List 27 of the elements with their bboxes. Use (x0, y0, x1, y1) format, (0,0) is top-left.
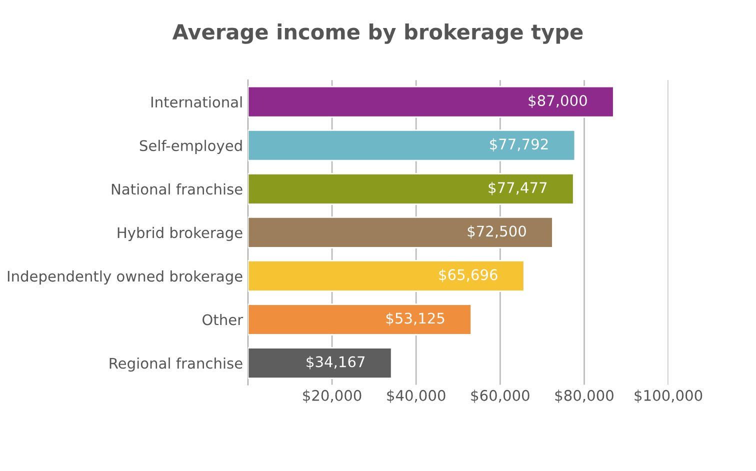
bar (248, 86, 614, 118)
data-label: $53,125 (386, 312, 444, 326)
bar (248, 347, 392, 379)
bar (248, 304, 472, 336)
y-tick-label: Hybrid brokerage (118, 226, 242, 242)
data-label: $87,000 (528, 94, 587, 108)
data-label: $77,792 (490, 138, 548, 152)
y-tick-label: Other (202, 314, 244, 326)
data-label: $65,696 (439, 268, 498, 282)
x-tick-label: $100,000 (634, 390, 702, 403)
bar (248, 172, 574, 205)
y-tick-label: Independently owned brokerage (8, 270, 242, 285)
y-tick-label: International (151, 96, 242, 108)
bar (248, 260, 525, 292)
y-tick-label: Regional franchise (110, 358, 242, 372)
chart-title: Average income by brokerage type (172, 24, 583, 44)
data-label: $77,477 (488, 182, 547, 196)
x-tick-label: $40,000 (387, 390, 446, 403)
x-tick-label: $20,000 (303, 390, 362, 403)
bar (248, 129, 576, 162)
y-tick-label: Self-employed (140, 140, 242, 154)
data-label: $72,500 (468, 225, 526, 239)
data-label: $34,167 (306, 356, 365, 370)
y-tick-label: National franchise (112, 183, 242, 195)
x-tick-label: $60,000 (471, 390, 530, 403)
bar (248, 216, 554, 248)
x-tick-label: $80,000 (555, 390, 614, 403)
